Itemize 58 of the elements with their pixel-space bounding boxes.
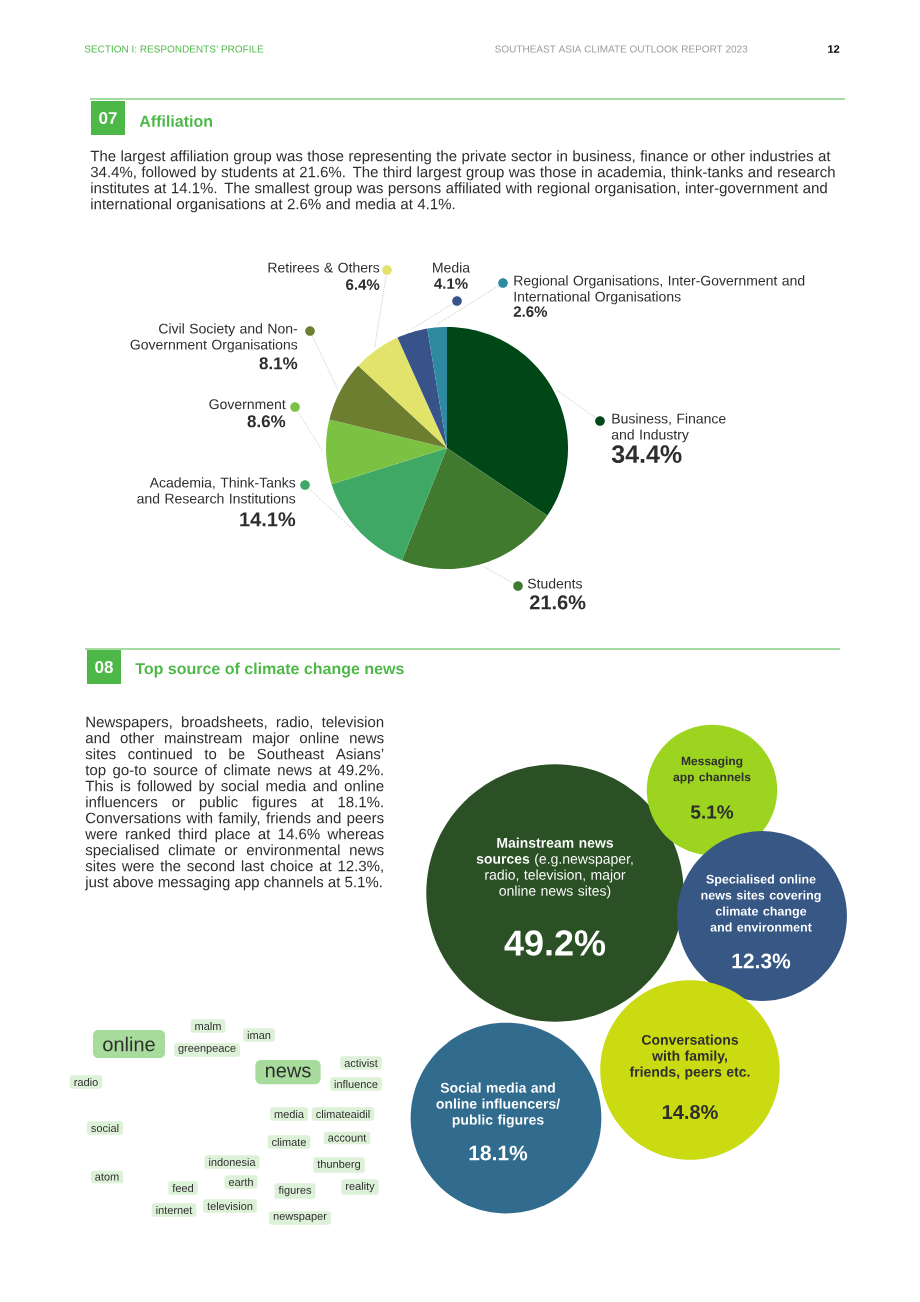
legend-label: Academia, Think-Tanks and Research Institutions: [137, 477, 296, 504]
text: SOUTHEAST ASIA CLIMATE OUTLOOK REPORT 2023: [495, 45, 748, 53]
text: account: [328, 1134, 367, 1142]
data-label: 4.1%: [434, 278, 468, 289]
slice-label: Regional Organisations, Inter-Government and International Organisations: [514, 275, 805, 305]
slice-label: Media: [433, 262, 471, 273]
text: feed: [172, 1183, 193, 1193]
legend-label: Retirees & Others: [268, 262, 380, 273]
text: greenpeace: [178, 1045, 236, 1055]
text: newspaper: [273, 1213, 327, 1223]
text: internet: [156, 1205, 193, 1215]
text: news: [265, 1066, 311, 1078]
slice-label: Business, Finance and Industry: [611, 413, 726, 443]
data-label: 14.8%: [662, 1104, 718, 1120]
data-label: 34.4%: [611, 445, 682, 464]
text: thunberg: [317, 1159, 361, 1171]
data-label: 21.6%: [529, 595, 586, 610]
category-label: Mainstream news sources (e.g.newspaper, radio, television, major online news sites): [476, 837, 633, 899]
category-label: Messaging app channels: [673, 756, 751, 784]
category-label: Specialised online news sites covering climate change and environment: [701, 874, 821, 932]
text: SECTION I: RESPONDENTS’ PROFILE: [84, 45, 264, 53]
text: malm: [195, 1021, 221, 1031]
text: influence: [334, 1079, 378, 1089]
legend-label: Civil Society and Non-Government Organisations: [130, 323, 298, 353]
text: reality: [346, 1181, 375, 1193]
text: climateaidil: [316, 1109, 370, 1119]
text: atom: [95, 1173, 119, 1181]
slice-label: Students: [527, 578, 583, 589]
text: Newspapers, broadsheets, radio, television and other mainstream major online news sites continued to be Southeast Asians’ top go-to source of climate news at 49.2%. This is followed by social media and online influencers or public figures at 18.1%. Conversations with family, friends and peers were ranked third place at 14.6% whereas specialised climate or environmental news sites were the second last choice at 12.3%, just above messaging app channels at 5.1%.: [84, 716, 384, 891]
text: 12: [828, 45, 840, 53]
data-label: 8.6%: [247, 415, 286, 428]
data-label: 2.6%: [513, 306, 548, 317]
data-label: 14.1%: [240, 512, 296, 527]
text: iman: [247, 1030, 271, 1040]
text: indonesia: [209, 1157, 256, 1167]
text: radio: [74, 1077, 98, 1087]
data-label: 8.1%: [259, 357, 298, 370]
text: television: [207, 1201, 253, 1211]
text: 08: [95, 661, 113, 674]
text: social: [91, 1123, 119, 1133]
chart-subtitle: The largest affiliation group was those representing the private sector in business, finance or other industries at 34.4%, followed by students at 21.6%. The third largest group was those in academia, think-tanks and research institutes at 14.1%. The smallest group was persons affiliated with regional organisation, inter-government and international organisations at 2.6% and media at 4.1%.: [90, 150, 835, 213]
data-label: 49.2%: [504, 930, 606, 956]
text: online: [103, 1036, 155, 1052]
text: Top source of climate change news: [135, 662, 404, 678]
text: climate: [272, 1137, 306, 1147]
category-label: Conversations with family, friends, peers etc.: [629, 1034, 750, 1080]
text: media: [274, 1109, 304, 1119]
chart-title: Affiliation: [139, 115, 213, 127]
data-label: 6.4%: [346, 279, 380, 290]
text: earth: [228, 1177, 253, 1187]
legend-label: Government: [209, 399, 286, 410]
text: 07: [99, 111, 117, 125]
text: figures: [278, 1185, 312, 1197]
data-label: 18.1%: [469, 1145, 528, 1161]
text: activist: [344, 1058, 378, 1068]
data-label: 5.1%: [690, 805, 734, 819]
data-label: 12.3%: [732, 953, 791, 969]
category-label: Social media and online influencers/ public figures: [436, 1082, 560, 1128]
